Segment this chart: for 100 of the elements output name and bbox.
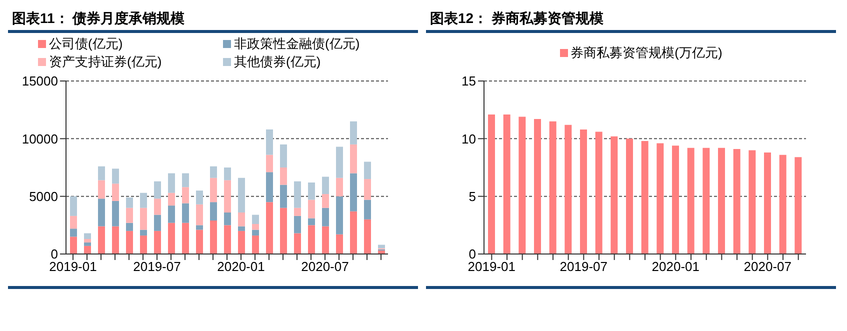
bar (794, 157, 802, 254)
bar (549, 121, 556, 254)
legend-label: 其他债券(亿元) (234, 53, 321, 71)
x-tick-label: 2020-07 (744, 259, 792, 274)
bar (518, 116, 526, 254)
x-tick-label: 2019-01 (49, 259, 97, 274)
x-tick-label: 2020-01 (652, 259, 700, 274)
y-tick-label: 0 (50, 246, 58, 262)
bar (210, 178, 217, 202)
bar (98, 166, 105, 180)
x-tick-label: 2020-07 (301, 259, 349, 274)
bar (364, 219, 371, 254)
bar (336, 196, 343, 234)
bar (182, 203, 189, 223)
bar (266, 129, 273, 155)
y-tick-label: 10000 (22, 131, 58, 146)
y-tick-label: 0 (468, 246, 476, 262)
chart-title: 图表11： 债券月度承销规模 (8, 8, 418, 33)
bar (718, 148, 725, 254)
bar (364, 162, 371, 180)
bar (168, 206, 175, 223)
bar (322, 208, 329, 226)
bar (336, 234, 343, 254)
bar (294, 181, 301, 208)
bar (238, 230, 245, 254)
bar (196, 190, 203, 204)
bar (252, 230, 259, 236)
bar (350, 144, 357, 174)
bar (626, 138, 633, 254)
bar (322, 176, 329, 194)
bar (224, 212, 231, 226)
bar (140, 192, 147, 208)
bar (182, 173, 189, 188)
bar (336, 178, 343, 196)
bar (182, 222, 189, 254)
x-tick-label: 2019-07 (560, 259, 608, 274)
bar (610, 136, 618, 254)
bar (154, 181, 161, 199)
bar (168, 192, 175, 206)
bar (350, 211, 357, 254)
bar (154, 230, 161, 254)
bar (252, 214, 259, 224)
bar (168, 222, 175, 254)
bar (126, 208, 133, 223)
bar (126, 230, 133, 254)
bar (748, 150, 756, 254)
bar (503, 114, 510, 254)
bar (70, 236, 77, 254)
bar (84, 242, 91, 246)
bar (70, 228, 77, 237)
bar (350, 121, 357, 144)
y-tick-label: 10 (462, 131, 476, 146)
bar (364, 179, 371, 200)
bar (112, 200, 119, 226)
bar (280, 144, 287, 168)
bar (182, 187, 189, 204)
bar (266, 172, 273, 202)
bar (308, 200, 315, 218)
bar (84, 246, 91, 254)
bar (140, 208, 147, 230)
bar (294, 233, 301, 254)
bar (238, 178, 245, 212)
bar (252, 236, 259, 254)
bar (126, 222, 133, 231)
bar (210, 220, 217, 254)
bar (224, 168, 231, 180)
bar (308, 182, 315, 200)
bar (336, 146, 343, 178)
x-tick-label: 2019-07 (133, 259, 181, 274)
bar (322, 194, 329, 208)
bar (308, 225, 315, 254)
bar (112, 168, 119, 184)
chart-title: 图表12： 券商私募资管规模 (426, 8, 836, 33)
bar (98, 198, 105, 226)
bar (733, 149, 740, 254)
bar (84, 233, 91, 240)
y-tick-label: 5000 (29, 188, 58, 204)
bar (280, 168, 287, 185)
bar (294, 208, 301, 216)
bar (488, 114, 495, 254)
bar (702, 148, 710, 254)
bar (656, 143, 664, 254)
bar (580, 129, 587, 254)
bar (280, 184, 287, 208)
legend-label: 公司债(亿元) (49, 35, 123, 53)
bar (70, 196, 77, 216)
bar (672, 146, 679, 254)
bar (564, 124, 572, 254)
bar (266, 154, 273, 172)
bar (140, 230, 147, 236)
x-tick-label: 2019-01 (468, 259, 516, 274)
bar (294, 216, 301, 234)
bar (154, 198, 161, 215)
bar (112, 184, 119, 201)
x-tick-label: 2020-01 (217, 259, 265, 274)
bar (98, 226, 105, 254)
bar (210, 202, 217, 221)
bar (779, 154, 786, 254)
bar (112, 226, 119, 254)
bar (154, 214, 161, 231)
